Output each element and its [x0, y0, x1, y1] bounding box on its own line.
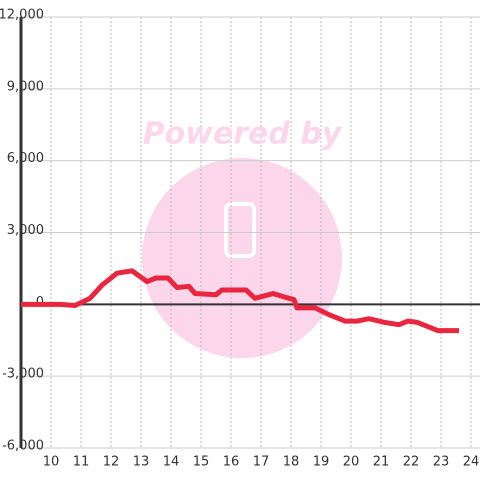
y-tick-label: 6,000	[7, 151, 44, 166]
x-tick-label: 14	[163, 455, 180, 470]
x-tick-label: 12	[103, 455, 120, 470]
x-tick-label: 16	[223, 455, 240, 470]
watermark	[142, 158, 342, 358]
x-tick-label: 18	[283, 455, 300, 470]
x-tick-label: 21	[373, 455, 390, 470]
x-tick-label: 23	[433, 455, 450, 470]
y-tick-label: -3,000	[2, 367, 44, 382]
x-tick-label: 10	[43, 455, 60, 470]
x-tick-label: 11	[73, 455, 90, 470]
x-tick-label: 13	[133, 455, 150, 470]
x-tick-label: 20	[343, 455, 360, 470]
x-tick-label: 22	[403, 455, 420, 470]
data-line	[21, 268, 459, 334]
watermark-text: Powered by	[143, 117, 343, 152]
y-tick-label: 9,000	[7, 79, 44, 94]
x-tick-label: 15	[193, 455, 210, 470]
y-tick-label: -6,000	[2, 439, 44, 454]
x-tick-label: 24	[463, 455, 480, 470]
y-tick-label: 3,000	[7, 223, 44, 238]
x-tick-label: 17	[253, 455, 270, 470]
x-tick-label: 19	[313, 455, 330, 470]
watermark-phone	[224, 202, 256, 258]
y-tick-label: 12,000	[0, 8, 44, 23]
